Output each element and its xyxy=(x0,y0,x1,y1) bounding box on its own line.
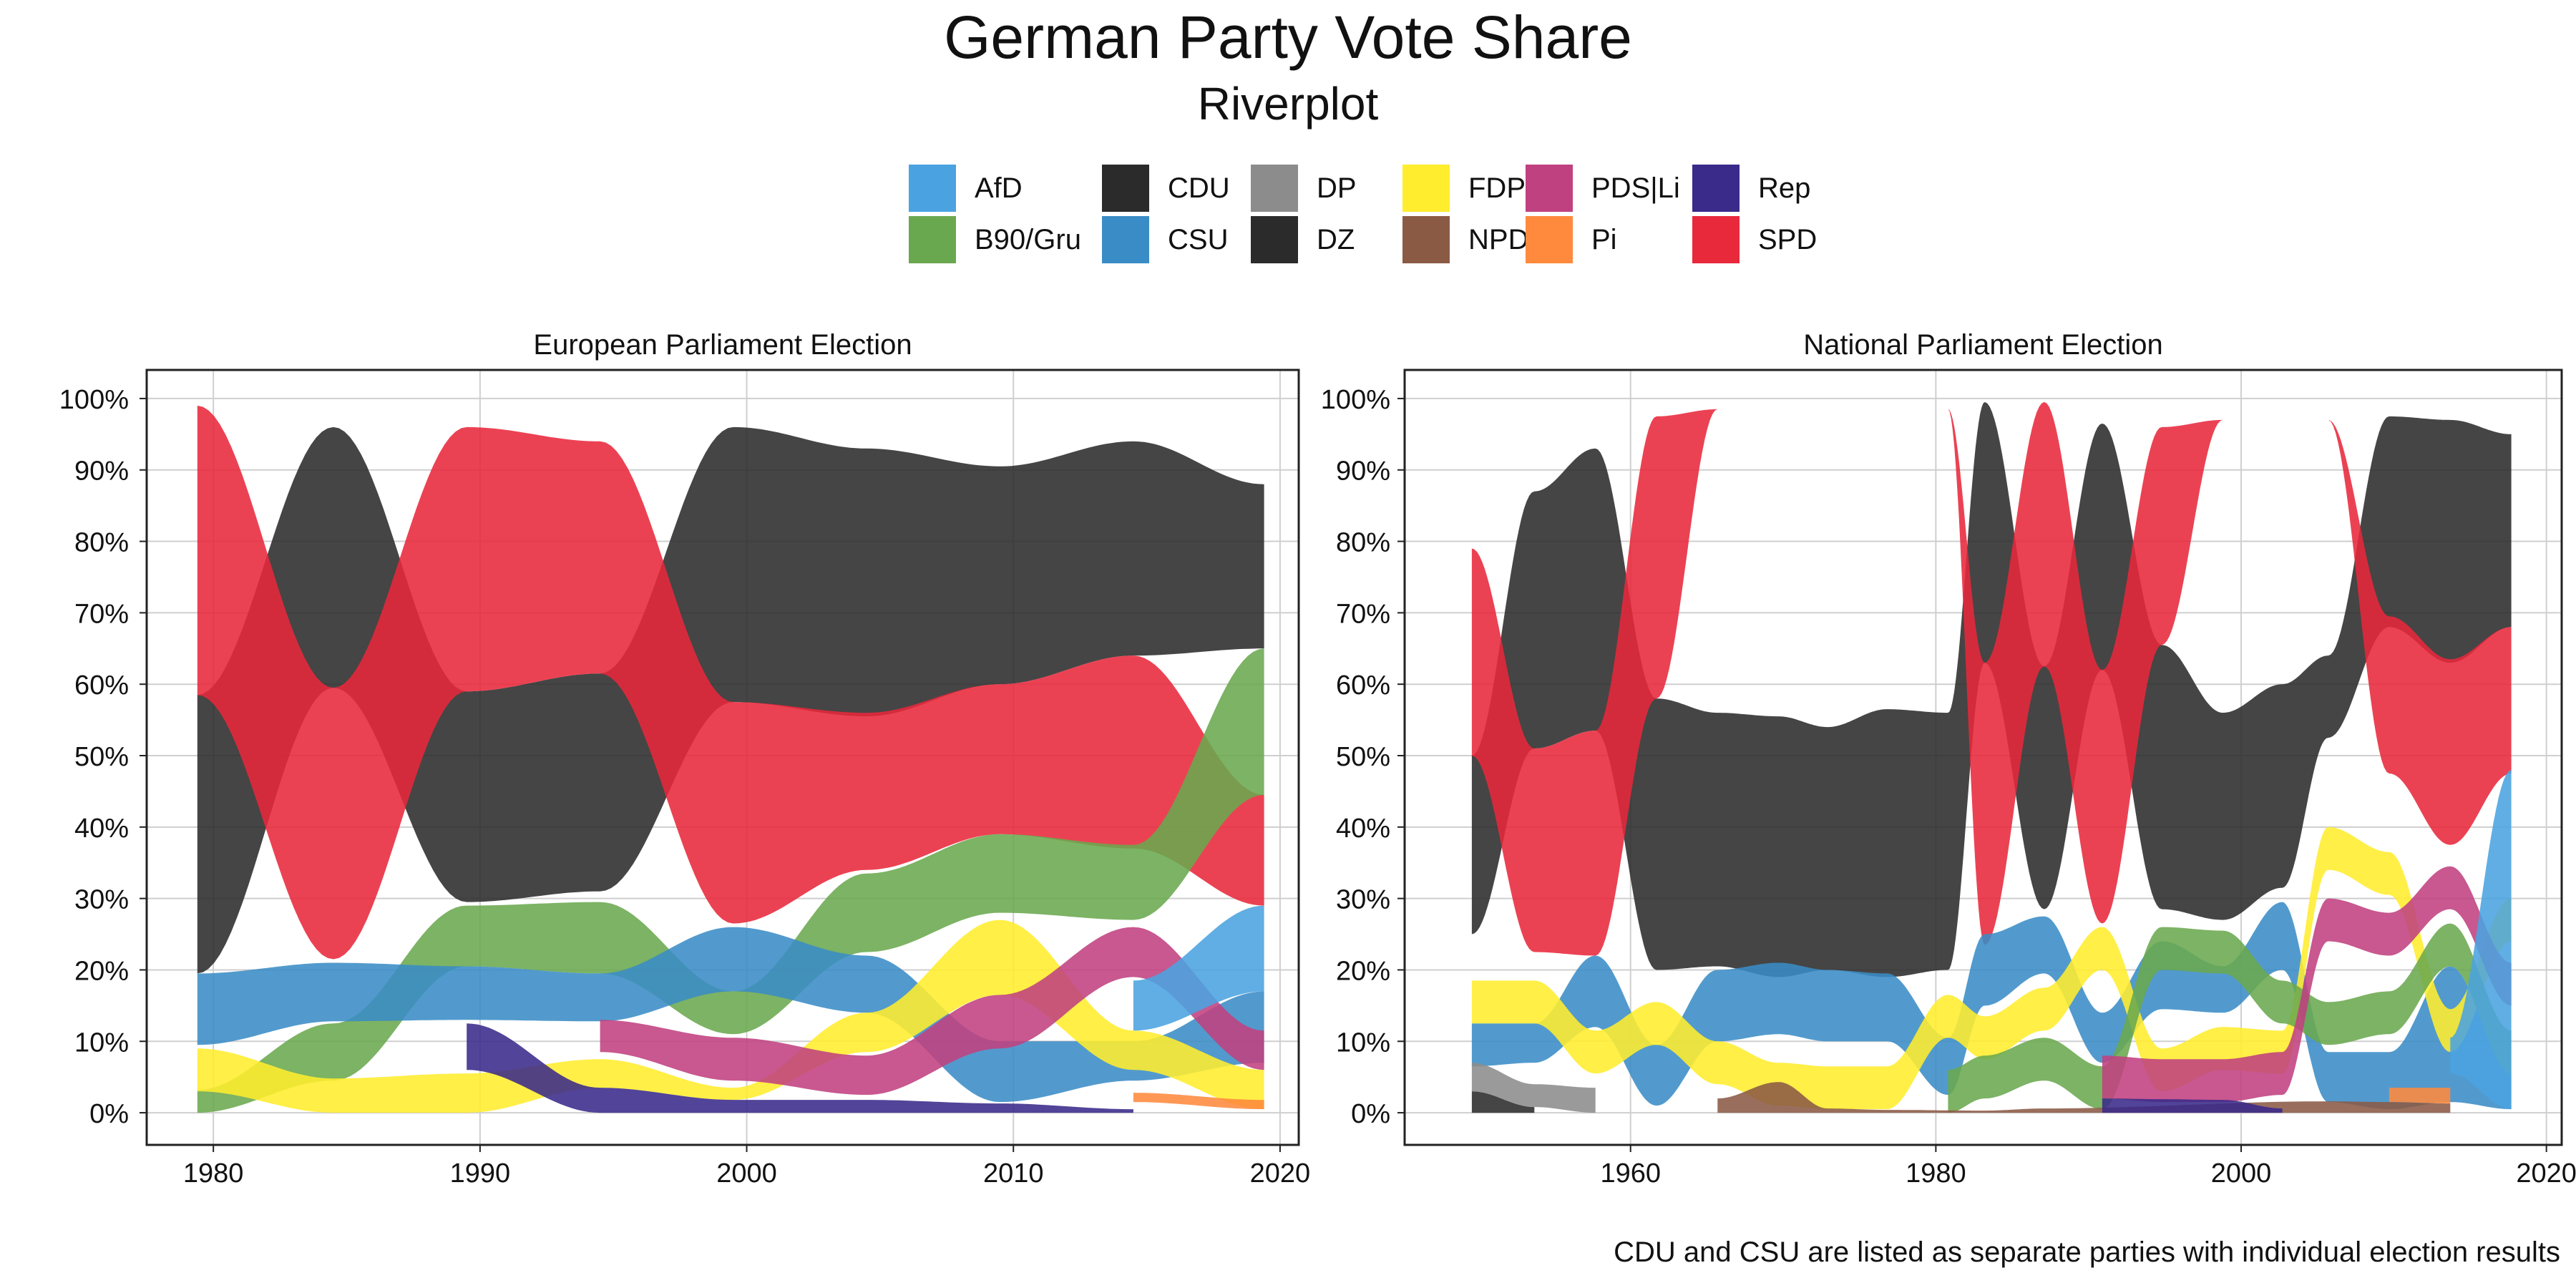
x-tick-label: 2000 xyxy=(716,1158,777,1189)
y-tick-label: 80% xyxy=(74,528,129,558)
chart-title: German Party Vote Share xyxy=(944,4,1632,71)
series-area-npd xyxy=(1717,1082,2451,1113)
series-area-pi xyxy=(2389,1088,2451,1104)
x-tick-label: 2010 xyxy=(983,1158,1044,1189)
y-tick-label: 100% xyxy=(59,385,129,415)
x-tick-label: 1960 xyxy=(1600,1158,1661,1189)
legend-item: CSU xyxy=(1102,216,1228,263)
legend-item: PDS|Li xyxy=(1526,165,1680,212)
y-tick-label: 30% xyxy=(74,885,129,915)
legend-swatch xyxy=(1402,216,1450,263)
plot-frame xyxy=(145,369,1300,1146)
y-tick-label: 50% xyxy=(1336,742,1390,772)
legend-swatch xyxy=(909,165,956,212)
legend-item: FDP xyxy=(1402,165,1526,212)
chart-caption: CDU and CSU are listed as separate parti… xyxy=(1614,1236,2560,1268)
legend-item: Rep xyxy=(1692,165,1810,212)
y-tick-label: 40% xyxy=(1336,814,1390,844)
series-area-afd xyxy=(1133,905,1264,1031)
x-tick-label: 1990 xyxy=(450,1158,511,1189)
x-tick-label: 2020 xyxy=(1250,1158,1311,1189)
legend-swatch xyxy=(909,216,956,263)
y-tick-label: 60% xyxy=(1336,670,1390,701)
legend-label: FDP xyxy=(1468,172,1526,204)
series-area-dz xyxy=(1471,1091,1535,1113)
series-area-csu xyxy=(197,927,1264,1103)
series-area-afd xyxy=(2450,770,2512,1110)
series-area-fdp xyxy=(197,919,1264,1113)
series-area-b90gru xyxy=(1948,923,2512,1113)
y-tick-label: 90% xyxy=(1336,457,1390,487)
legend-swatch xyxy=(1102,165,1149,212)
series-area-fdp xyxy=(1471,826,2512,1110)
legend-swatch xyxy=(1402,165,1450,212)
legend-item: DZ xyxy=(1251,216,1355,263)
plot-frame xyxy=(1403,369,2563,1146)
legend-swatch xyxy=(1526,216,1573,263)
legend-item: SPD xyxy=(1692,216,1817,263)
legend-swatch xyxy=(1692,165,1740,212)
y-tick-label: 20% xyxy=(74,956,129,986)
legend-label: PDS|Li xyxy=(1591,172,1680,204)
y-tick-label: 50% xyxy=(74,742,129,772)
x-tick-label: 2020 xyxy=(2516,1158,2576,1189)
legend-label: CSU xyxy=(1168,223,1229,255)
legend: AfD B90/Gru CDU CSU DP DZ FDP NPD PDS|Li Pi Rep SPD xyxy=(909,165,1817,272)
legend-label: NPD xyxy=(1468,223,1529,255)
y-tick-label: 90% xyxy=(74,457,129,487)
y-tick-label: 70% xyxy=(1336,599,1390,629)
legend-label: B90/Gru xyxy=(975,223,1081,255)
legend-item: Pi xyxy=(1526,216,1617,263)
legend-label: DZ xyxy=(1317,223,1355,255)
series-area-spd xyxy=(1471,401,2512,956)
y-tick-label: 80% xyxy=(1336,528,1390,558)
y-tick-label: 30% xyxy=(1336,885,1390,915)
legend-item: AfD xyxy=(909,165,1023,212)
y-tick-label: 0% xyxy=(89,1099,129,1129)
legend-label: Pi xyxy=(1591,223,1617,255)
legend-item: CDU xyxy=(1102,165,1230,212)
series-area-rep xyxy=(467,1023,1133,1113)
legend-item: B90/Gru xyxy=(909,216,1081,263)
series-area-cdu xyxy=(197,426,1264,974)
legend-swatch xyxy=(1526,165,1573,212)
x-tick-label: 1980 xyxy=(1906,1158,1966,1189)
series-area-dp xyxy=(1471,1063,1596,1113)
y-tick-label: 20% xyxy=(1336,956,1390,986)
series-area-csu xyxy=(1471,902,2512,1110)
legend-swatch xyxy=(1251,165,1298,212)
legend-item: DP xyxy=(1251,165,1357,212)
legend-label: Rep xyxy=(1758,172,1811,204)
series-area-pi xyxy=(1133,1093,1264,1110)
y-tick-label: 40% xyxy=(74,814,129,844)
legend-label: AfD xyxy=(975,172,1023,204)
y-tick-label: 70% xyxy=(74,599,129,629)
legend-swatch xyxy=(1102,216,1149,263)
y-tick-label: 60% xyxy=(74,670,129,701)
legend-swatch xyxy=(1251,216,1298,263)
series-area-b90gru xyxy=(197,648,1264,1113)
x-tick-label: 2000 xyxy=(2211,1158,2272,1189)
x-tick-label: 1980 xyxy=(183,1158,244,1189)
y-tick-label: 10% xyxy=(1336,1028,1390,1058)
series-area-cdu xyxy=(1471,401,2512,977)
series-area-pdsli xyxy=(2102,866,2512,1103)
legend-swatch xyxy=(1692,216,1740,263)
legend-label: CDU xyxy=(1168,172,1230,204)
panel-national: 0% 10% 20% 30% 40% 50% 60% 70% 80% 90% 100% 1960 198… xyxy=(1321,329,2576,1189)
series-area-spd xyxy=(197,405,1264,960)
legend-label: SPD xyxy=(1758,223,1818,255)
y-tick-label: 100% xyxy=(1321,385,1390,415)
legend-item: NPD xyxy=(1402,216,1528,263)
series-area-rep xyxy=(2102,1098,2283,1113)
panel-european: 0% 10% 20% 30% 40% 50% 60% 70% 80% 90% 100% 1980 199… xyxy=(59,329,1310,1189)
legend-label: DP xyxy=(1317,172,1357,204)
panel-title: European Parliament Election xyxy=(533,329,912,361)
y-tick-label: 10% xyxy=(74,1028,129,1058)
y-tick-label: 0% xyxy=(1351,1099,1390,1129)
panel-title: National Parliament Election xyxy=(1803,329,2162,361)
series-area-pdsli xyxy=(600,927,1264,1096)
chart-subtitle: Riverplot xyxy=(1197,78,1379,130)
